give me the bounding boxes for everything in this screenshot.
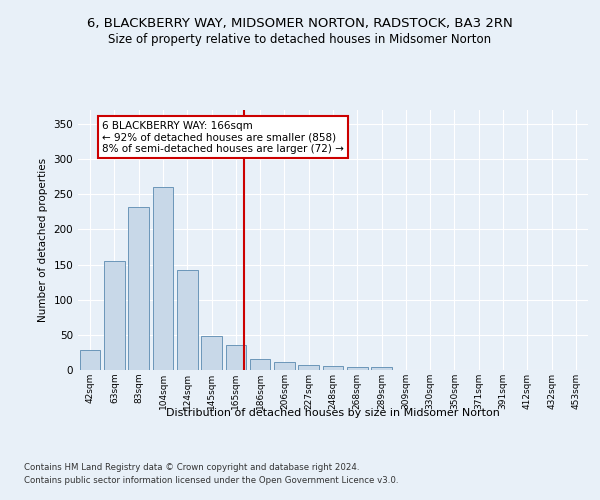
Bar xyxy=(371,367,392,370)
Text: Size of property relative to detached houses in Midsomer Norton: Size of property relative to detached ho… xyxy=(109,32,491,46)
Bar xyxy=(347,367,368,370)
Bar xyxy=(250,359,271,370)
Text: Distribution of detached houses by size in Midsomer Norton: Distribution of detached houses by size … xyxy=(166,408,500,418)
Bar xyxy=(298,365,319,370)
Text: 6 BLACKBERRY WAY: 166sqm
← 92% of detached houses are smaller (858)
8% of semi-d: 6 BLACKBERRY WAY: 166sqm ← 92% of detach… xyxy=(102,120,344,154)
Bar xyxy=(274,362,295,370)
Bar xyxy=(128,207,149,370)
Text: Contains HM Land Registry data © Crown copyright and database right 2024.: Contains HM Land Registry data © Crown c… xyxy=(24,462,359,471)
Bar xyxy=(152,188,173,370)
Text: Contains public sector information licensed under the Open Government Licence v3: Contains public sector information licen… xyxy=(24,476,398,485)
Bar xyxy=(323,366,343,370)
Bar xyxy=(104,261,125,370)
Bar xyxy=(201,336,222,370)
Bar xyxy=(226,346,246,370)
Bar xyxy=(177,270,197,370)
Text: 6, BLACKBERRY WAY, MIDSOMER NORTON, RADSTOCK, BA3 2RN: 6, BLACKBERRY WAY, MIDSOMER NORTON, RADS… xyxy=(87,18,513,30)
Y-axis label: Number of detached properties: Number of detached properties xyxy=(38,158,48,322)
Bar xyxy=(80,350,100,370)
